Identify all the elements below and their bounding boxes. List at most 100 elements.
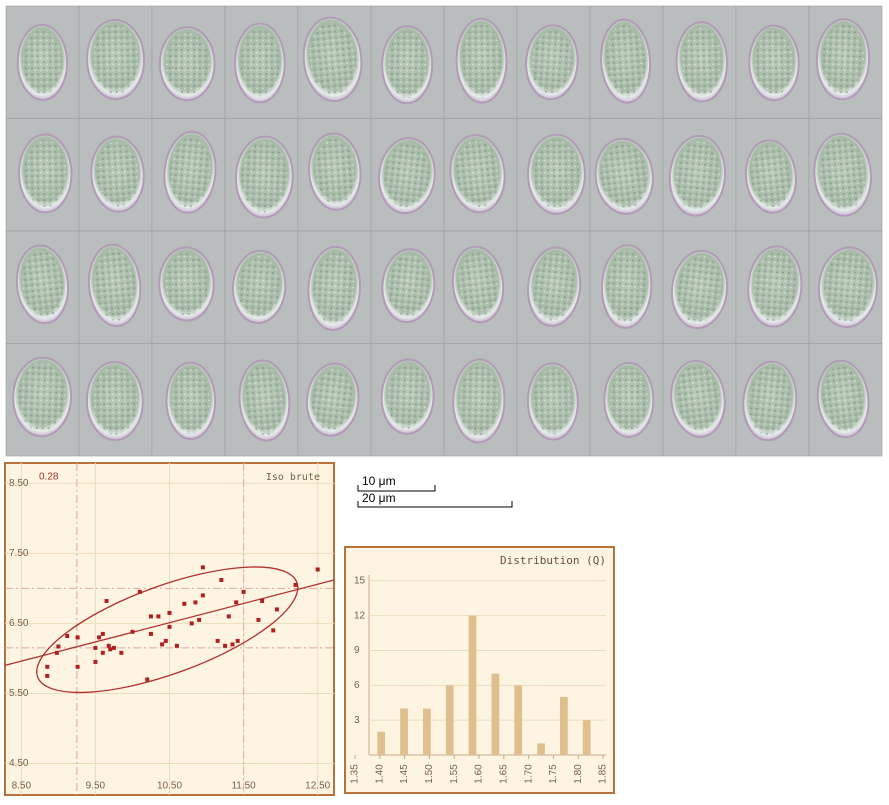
spore-texture [93, 249, 136, 322]
point [54, 650, 59, 655]
scale-label: 10 μm [362, 474, 396, 488]
point [93, 645, 98, 650]
spore-texture [244, 365, 285, 436]
point [235, 638, 240, 643]
y-tick-label: 3 [354, 715, 360, 726]
point [271, 628, 276, 633]
point [174, 643, 179, 648]
spore-texture [387, 31, 428, 99]
point [145, 677, 150, 682]
point [223, 643, 228, 648]
spore-texture [238, 255, 281, 318]
point [108, 647, 113, 652]
point [219, 577, 224, 582]
spore-texture [457, 251, 499, 318]
spore-texture [606, 24, 646, 98]
point [93, 659, 98, 664]
confidence-ellipse [36, 566, 299, 694]
point [130, 629, 135, 634]
point [193, 600, 198, 605]
spore-texture [533, 252, 576, 321]
spore-texture [384, 143, 430, 209]
point [45, 673, 50, 678]
bar [423, 708, 431, 755]
y-tick-label: 8.50 [9, 478, 29, 489]
point [293, 582, 298, 587]
spore-texture [164, 32, 210, 96]
scale-bars: 10 μm 20 μm [357, 474, 513, 508]
spore-texture [386, 364, 429, 429]
point [167, 624, 172, 629]
spore-gallery [5, 5, 883, 457]
spore-texture [531, 30, 573, 95]
point [97, 635, 102, 640]
x-tick-label: 1.50 [424, 764, 435, 784]
x-tick-label: 8.50 [12, 781, 32, 792]
spore-texture [311, 368, 354, 431]
point [189, 621, 194, 626]
point [215, 638, 220, 643]
x-tick-label: 1.35 [350, 764, 361, 784]
x-tick-label: 1.55 [449, 764, 460, 784]
spore-texture [240, 28, 280, 98]
spore-texture [821, 24, 865, 95]
spore-texture [18, 362, 67, 432]
x-tick-label: 1.85 [598, 764, 609, 784]
bar [400, 708, 408, 755]
point [226, 614, 231, 619]
spore-texture [753, 251, 797, 322]
y-tick-label: 4.50 [9, 758, 29, 769]
bar [559, 696, 568, 755]
y-tick-label: 7.50 [9, 548, 29, 559]
point [256, 617, 261, 622]
spore-texture [164, 252, 209, 316]
point [274, 607, 279, 612]
spore-texture [819, 138, 866, 211]
x-tick-label: 10.50 [157, 781, 182, 792]
spore-texture [461, 23, 502, 98]
point [197, 617, 202, 622]
spore-texture [314, 138, 356, 205]
spore-texture [458, 364, 500, 438]
point [111, 645, 116, 650]
x-tick-label: 1.45 [399, 764, 410, 784]
scale-bar [357, 485, 436, 492]
point [315, 567, 320, 572]
point [75, 664, 80, 669]
point [200, 593, 205, 598]
point [160, 642, 165, 647]
y-tick-label: 5.50 [9, 688, 29, 699]
point [200, 565, 205, 570]
scale-bar [357, 501, 513, 508]
point [100, 631, 105, 636]
spore-texture [674, 140, 721, 211]
x-tick-label: 1.65 [498, 764, 509, 784]
point [148, 631, 153, 636]
spore-texture [681, 27, 722, 97]
y-tick-label: 9 [354, 645, 360, 656]
bar [514, 685, 523, 755]
scale-label: 20 μm [362, 491, 396, 505]
bar [491, 673, 500, 755]
point [75, 635, 80, 640]
x-tick-label: 1.40 [374, 764, 385, 784]
y-tick-label: 12 [354, 610, 366, 621]
histogram-panel [344, 546, 615, 794]
spore-texture [24, 139, 67, 208]
y-tick-label: 15 [354, 575, 366, 586]
bar [582, 720, 591, 755]
spore-texture [21, 250, 64, 319]
y-tick-label: 6.50 [9, 618, 29, 629]
point [56, 644, 61, 649]
annotation: Iso brute [266, 472, 320, 483]
chart-title: Distribution (Q) [500, 554, 606, 567]
x-tick-label: 12.50 [305, 781, 330, 792]
spore-texture [676, 366, 720, 432]
bar [468, 615, 477, 755]
bar [537, 743, 545, 755]
spore-texture [91, 366, 138, 436]
spore-texture [313, 251, 355, 325]
spore-texture [822, 365, 864, 433]
point [234, 600, 239, 605]
